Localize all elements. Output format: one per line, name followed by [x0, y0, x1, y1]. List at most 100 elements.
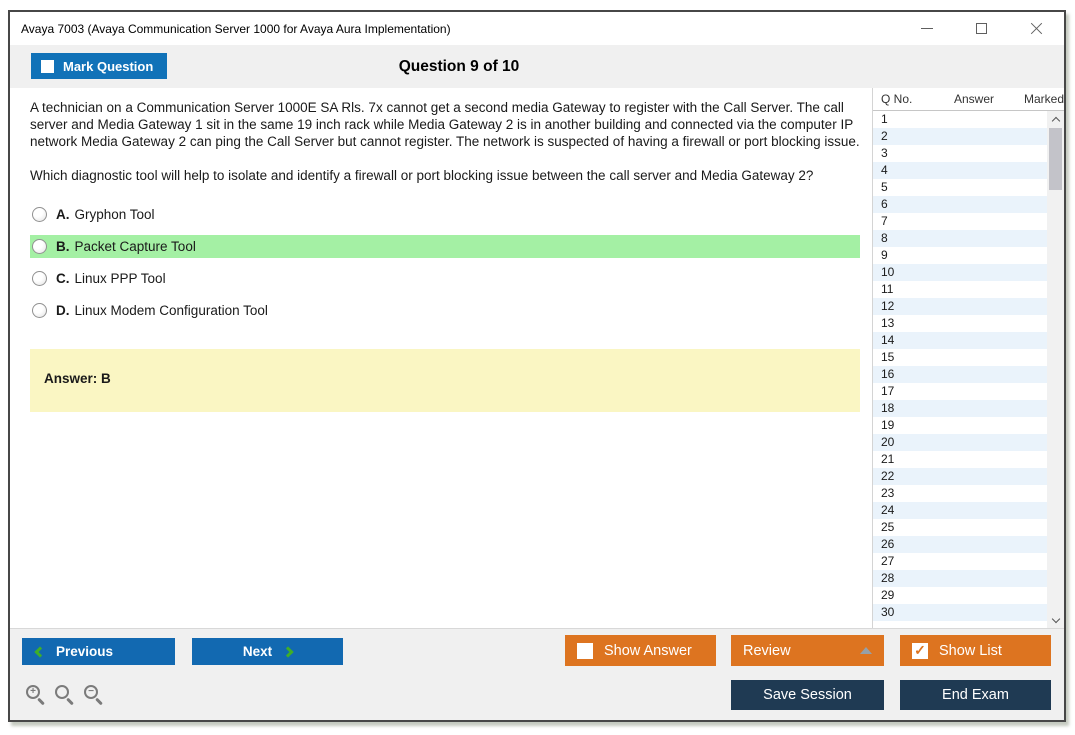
- chevron-left-icon: [34, 645, 46, 658]
- zoom-in-icon[interactable]: +: [26, 685, 45, 706]
- question-list-row[interactable]: 3: [873, 145, 1048, 162]
- titlebar: Avaya 7003 (Avaya Communication Server 1…: [10, 12, 1064, 45]
- zoom-out-glyph: −: [84, 685, 98, 699]
- option-letter: B.: [56, 239, 70, 254]
- question-list-row[interactable]: 10: [873, 264, 1048, 281]
- minimize-button[interactable]: [899, 12, 954, 45]
- radio-button[interactable]: [32, 239, 47, 254]
- question-list-row[interactable]: 20: [873, 434, 1048, 451]
- chevron-right-icon: [282, 645, 294, 658]
- question-list-row[interactable]: 11: [873, 281, 1048, 298]
- option-letter: D.: [56, 303, 70, 318]
- zoom-out-icon[interactable]: −: [84, 685, 103, 706]
- scrollbar-thumb[interactable]: [1049, 128, 1063, 190]
- question-list-row[interactable]: 17: [873, 383, 1048, 400]
- close-button[interactable]: [1009, 12, 1064, 45]
- show-answer-button[interactable]: ✓ Show Answer: [565, 635, 716, 666]
- review-button[interactable]: Review: [731, 635, 884, 666]
- zoom-reset-icon[interactable]: [55, 685, 74, 706]
- minimize-icon: [920, 28, 933, 29]
- question-area: A technician on a Communication Server 1…: [10, 88, 872, 628]
- question-list-row[interactable]: 27: [873, 553, 1048, 570]
- maximize-button[interactable]: [954, 12, 1009, 45]
- scrollbar[interactable]: [1047, 111, 1065, 628]
- question-paragraph: Which diagnostic tool will help to isola…: [30, 168, 814, 183]
- question-list-row[interactable]: 13: [873, 315, 1048, 332]
- column-header-answer: Answer: [954, 92, 995, 106]
- next-label: Next: [242, 644, 273, 659]
- column-header-marked: Marked: [1024, 92, 1065, 106]
- footer-toolbar: Previous Next ✓ Show Answer Review ✓ Sho…: [10, 628, 1064, 720]
- previous-button[interactable]: Previous: [22, 638, 175, 665]
- option-letter: A.: [56, 207, 70, 222]
- option-text: Packet Capture Tool: [74, 239, 196, 254]
- question-list-body: 1 2 3 4 5 6 7 8 9 10 11 12 13 14 15 16 17 18 19 20 21 22 23 24 2…: [873, 111, 1048, 621]
- option-letter: C.: [56, 271, 70, 286]
- review-label: Review: [743, 642, 791, 659]
- app-window: Avaya 7003 (Avaya Communication Server 1…: [8, 10, 1066, 722]
- main-area: A technician on a Communication Server 1…: [10, 88, 1065, 628]
- column-header-qno: Q No.: [881, 92, 913, 106]
- question-list-row[interactable]: 4: [873, 162, 1048, 179]
- zoom-glyph: [55, 685, 69, 699]
- question-list-row[interactable]: 2: [873, 128, 1048, 145]
- question-list-row[interactable]: 25: [873, 519, 1048, 536]
- question-list-row[interactable]: 1: [873, 111, 1048, 128]
- save-session-button[interactable]: Save Session: [731, 680, 884, 710]
- option-c[interactable]: C. Linux PPP Tool: [30, 267, 860, 290]
- question-list-header: Q No. Answer Marked: [873, 88, 1064, 110]
- question-list-row[interactable]: 6: [873, 196, 1048, 213]
- question-list-row[interactable]: 24: [873, 502, 1048, 519]
- mark-question-button[interactable]: ✓ Mark Question: [31, 53, 168, 79]
- question-list-row[interactable]: 8: [873, 230, 1048, 247]
- radio-button[interactable]: [32, 207, 47, 222]
- magnifier-handle: [66, 697, 74, 706]
- show-list-checkbox[interactable]: ✓: [912, 642, 928, 659]
- scroll-up-button[interactable]: [1047, 111, 1064, 127]
- question-paragraph: A technician on a Communication Server 1…: [30, 100, 860, 149]
- chevron-down-icon: [1051, 614, 1060, 623]
- show-list-label: Show List: [939, 642, 1002, 659]
- save-session-label: Save Session: [763, 687, 852, 703]
- end-exam-button[interactable]: End Exam: [900, 680, 1051, 710]
- option-text: Linux Modem Configuration Tool: [74, 303, 268, 318]
- question-list-row[interactable]: 9: [873, 247, 1048, 264]
- question-list-row[interactable]: 14: [873, 332, 1048, 349]
- question-list-row[interactable]: 28: [873, 570, 1048, 587]
- end-exam-label: End Exam: [942, 687, 1009, 703]
- question-list-row[interactable]: 12: [873, 298, 1048, 315]
- option-text: Linux PPP Tool: [74, 271, 166, 286]
- question-list-row[interactable]: 26: [873, 536, 1048, 553]
- question-list-row[interactable]: 5: [873, 179, 1048, 196]
- question-list-row[interactable]: 22: [873, 468, 1048, 485]
- next-button[interactable]: Next: [192, 638, 343, 665]
- show-list-button[interactable]: ✓ Show List: [900, 635, 1051, 666]
- radio-button[interactable]: [32, 303, 47, 318]
- option-text: Gryphon Tool: [74, 207, 155, 222]
- show-answer-checkbox[interactable]: ✓: [577, 642, 593, 659]
- question-list-row[interactable]: 16: [873, 366, 1048, 383]
- option-a[interactable]: A. Gryphon Tool: [30, 203, 860, 226]
- question-list-row[interactable]: 30: [873, 604, 1048, 621]
- question-list-row[interactable]: 23: [873, 485, 1048, 502]
- question-text: A technician on a Communication Server 1…: [30, 99, 862, 184]
- question-list-panel: Q No. Answer Marked 1 2 3 4 5 6 7 8 9 10 11 12 13 14 1…: [872, 88, 1065, 628]
- answer-box: Answer: B: [30, 349, 860, 412]
- question-list-row[interactable]: 21: [873, 451, 1048, 468]
- zoom-in-glyph: +: [26, 685, 40, 699]
- question-list-row[interactable]: 7: [873, 213, 1048, 230]
- question-list-row[interactable]: 29: [873, 587, 1048, 604]
- question-list-row[interactable]: 19: [873, 417, 1048, 434]
- scroll-down-button[interactable]: [1047, 612, 1064, 628]
- option-d[interactable]: D. Linux Modem Configuration Tool: [30, 299, 860, 322]
- show-answer-label: Show Answer: [604, 642, 692, 659]
- option-b[interactable]: B. Packet Capture Tool: [30, 235, 860, 258]
- question-list-row[interactable]: 15: [873, 349, 1048, 366]
- previous-label: Previous: [56, 644, 114, 659]
- close-icon: [1030, 22, 1043, 35]
- mark-question-checkbox[interactable]: ✓: [41, 59, 54, 73]
- question-list: 1 2 3 4 5 6 7 8 9 10 11 12 13 14 15 16 17 18 19 20 21 22 23 24 2…: [873, 110, 1065, 628]
- question-list-row[interactable]: 18: [873, 400, 1048, 417]
- window-controls: [899, 12, 1064, 45]
- radio-button[interactable]: [32, 271, 47, 286]
